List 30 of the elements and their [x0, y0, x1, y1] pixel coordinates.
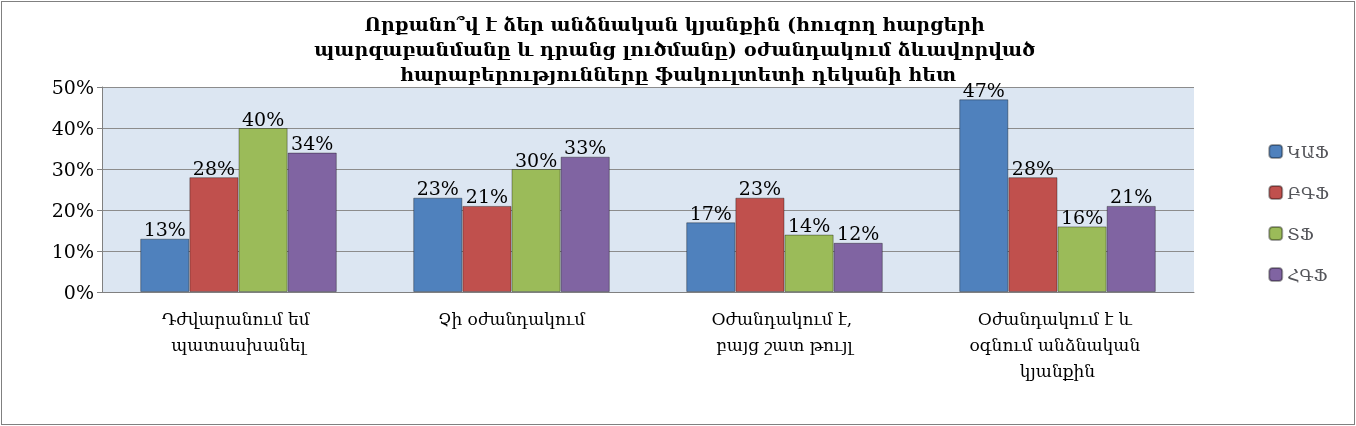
legend-label: ԲԳՖ [1287, 182, 1330, 203]
data-label: 28% [192, 156, 236, 179]
data-label: 14% [787, 214, 831, 237]
legend-label: ԿԱՖ [1287, 141, 1329, 162]
x-tick-label: Դժվարանում եմ պատասխանել [161, 309, 316, 355]
data-label: 13% [143, 218, 186, 241]
data-label: 21% [1110, 185, 1153, 208]
y-tick-label: 0% [63, 281, 94, 303]
y-tick-label: 10% [51, 240, 94, 262]
data-label: 40% [241, 107, 285, 130]
y-tick-label: 20% [51, 199, 94, 221]
legend-label: ՏՖ [1287, 223, 1314, 244]
y-tick-label: 40% [51, 117, 94, 139]
data-label: 30% [514, 148, 558, 171]
y-tick-label: 30% [51, 158, 94, 180]
x-tick-label: Օժանդակում է և օգնում անձնական կյանքին [969, 309, 1146, 381]
data-label: 17% [689, 201, 732, 224]
data-label: 12% [837, 222, 880, 245]
data-label: 47% [962, 78, 1005, 101]
data-label: 16% [1060, 205, 1104, 228]
legend-label: ՀԳՖ [1287, 264, 1328, 285]
data-label: 21% [465, 185, 509, 208]
data-label: 23% [416, 177, 459, 200]
data-label: 34% [291, 132, 334, 155]
data-label: 28% [1011, 156, 1055, 179]
y-tick-label: 50% [51, 76, 94, 98]
x-tick-label: Օժանդակում է, բայց շատ թույլ [711, 309, 858, 355]
x-tick-label: Չի օժանդակում [437, 309, 587, 329]
data-label: 33% [564, 136, 607, 159]
data-label: 23% [738, 177, 782, 200]
